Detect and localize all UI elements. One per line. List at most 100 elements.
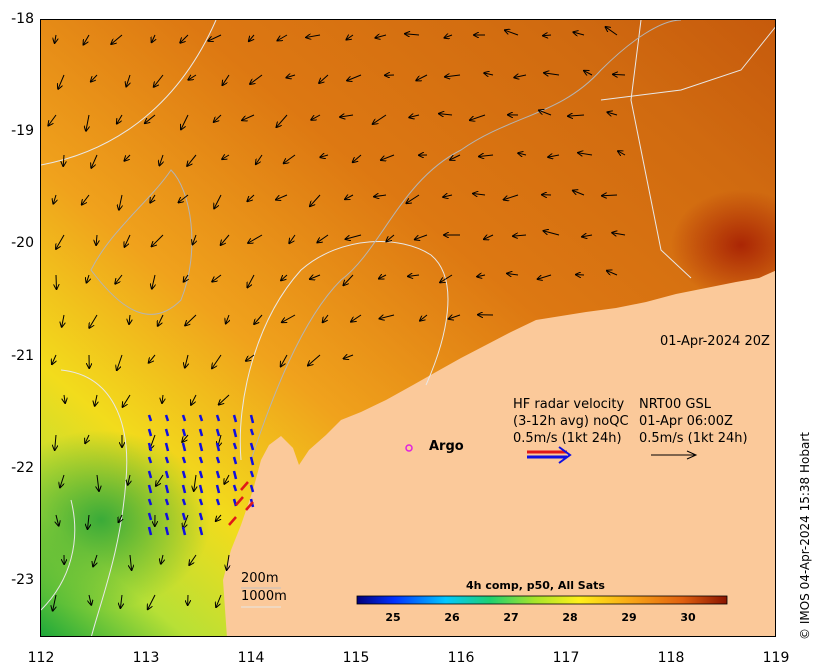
current-arrow: [120, 594, 122, 608]
current-arrow: [56, 234, 65, 249]
current-arrow: [219, 394, 230, 405]
hf-legend-scale: 0.5m/s (1kt 24h): [513, 431, 622, 446]
current-arrow: [450, 154, 461, 160]
x-axis-label: 112: [27, 650, 55, 666]
current-arrow: [242, 114, 255, 120]
current-arrow: [416, 74, 428, 80]
current-arrow: [85, 434, 89, 443]
current-arrow: [246, 354, 255, 361]
x-axis-label: 116: [447, 650, 475, 666]
current-arrow: [249, 34, 255, 41]
current-arrow: [150, 194, 155, 203]
current-arrow: [52, 354, 56, 364]
hf-arrow: [147, 414, 153, 422]
current-arrow: [311, 114, 321, 120]
current-arrow: [126, 74, 130, 86]
current-arrow: [97, 474, 99, 491]
current-arrow: [573, 32, 585, 35]
credit-text: © IMOS 04-Apr-2024 15:38 Hobart: [798, 432, 812, 640]
hf-arrow: [164, 526, 170, 536]
current-arrow: [408, 275, 420, 276]
current-arrow: [277, 34, 288, 41]
current-arrow: [87, 274, 89, 283]
current-arrow: [162, 394, 163, 403]
current-arrow: [374, 195, 387, 197]
current-arrow: [612, 233, 626, 235]
current-arrow: [55, 434, 56, 450]
current-arrow: [187, 154, 197, 166]
current-arrow: [123, 394, 131, 407]
hf-arrow: [147, 512, 153, 521]
hf-arrow: [164, 442, 170, 452]
current-arrow: [310, 194, 321, 206]
current-arrow: [386, 234, 395, 241]
x-axis-label: 119: [762, 650, 790, 666]
nrt-legend-date: 01-Apr 06:00Z: [639, 414, 733, 429]
current-arrow: [479, 155, 494, 156]
current-arrow: [420, 314, 428, 321]
current-arrow: [344, 355, 354, 359]
hf-arrow: [181, 498, 187, 506]
current-arrow: [154, 74, 164, 87]
current-arrow: [345, 195, 354, 199]
current-arrow: [158, 314, 164, 326]
current-arrow: [613, 74, 626, 75]
current-arrow: [256, 154, 263, 164]
x-axis-label: 118: [657, 650, 685, 666]
colorbar-tick: 30: [680, 611, 696, 624]
current-arrow: [320, 155, 329, 157]
hf-radar-velocity-arrows: [147, 414, 255, 536]
current-arrow: [445, 75, 461, 77]
current-arrow: [470, 114, 486, 120]
current-arrow: [284, 154, 296, 163]
current-arrow: [95, 394, 97, 406]
current-arrow: [573, 191, 585, 196]
current-arrow: [152, 34, 155, 42]
current-arrow: [189, 554, 197, 565]
current-arrow: [88, 514, 89, 529]
y-axis-label: -21: [11, 348, 34, 364]
hf-arrow: [198, 442, 204, 452]
current-arrow: [507, 273, 519, 275]
hf-arrow: [164, 428, 170, 437]
current-arrow: [152, 274, 155, 289]
current-arrow: [317, 234, 329, 242]
hf-legend-subtitle: (3-12h avg) noQC: [513, 414, 629, 429]
current-arrow: [48, 114, 57, 126]
hf-arrow: [181, 526, 187, 536]
current-arrow: [224, 474, 230, 484]
current-arrow: [216, 514, 222, 521]
nrt-legend-scale: 0.5m/s (1kt 24h): [639, 431, 748, 446]
current-arrow: [584, 71, 593, 75]
hf-arrow: [232, 456, 238, 465]
hf-arrow: [215, 470, 221, 479]
current-arrow: [128, 474, 130, 485]
current-arrow: [518, 153, 527, 155]
hf-arrow: [232, 428, 238, 438]
y-axis-label: -18: [11, 11, 34, 27]
current-arrow: [188, 75, 197, 80]
current-arrow: [340, 115, 354, 117]
hf-legend-arrow: [527, 446, 572, 464]
hf-legend-title: HF radar velocity: [513, 397, 625, 412]
hf-arrow-red: [228, 516, 237, 526]
current-arrow: [115, 274, 123, 284]
hf-arrow: [147, 526, 153, 536]
hf-arrow: [181, 442, 187, 452]
hf-arrow: [181, 470, 187, 479]
hf-arrow: [147, 470, 153, 479]
hf-arrow: [215, 428, 221, 437]
current-arrow: [282, 314, 296, 322]
map-panel: [40, 19, 776, 637]
hf-arrow: [147, 498, 153, 506]
hf-arrow: [232, 470, 238, 480]
current-arrow: [56, 514, 59, 526]
warm-sst-patch: [671, 190, 775, 300]
current-arrow: [543, 35, 552, 36]
current-arrow: [513, 235, 527, 236]
hf-arrow: [249, 484, 255, 493]
current-arrow: [156, 474, 164, 486]
x-axis-label: 114: [237, 650, 265, 666]
current-arrow: [185, 354, 188, 368]
current-arrow: [226, 314, 229, 323]
